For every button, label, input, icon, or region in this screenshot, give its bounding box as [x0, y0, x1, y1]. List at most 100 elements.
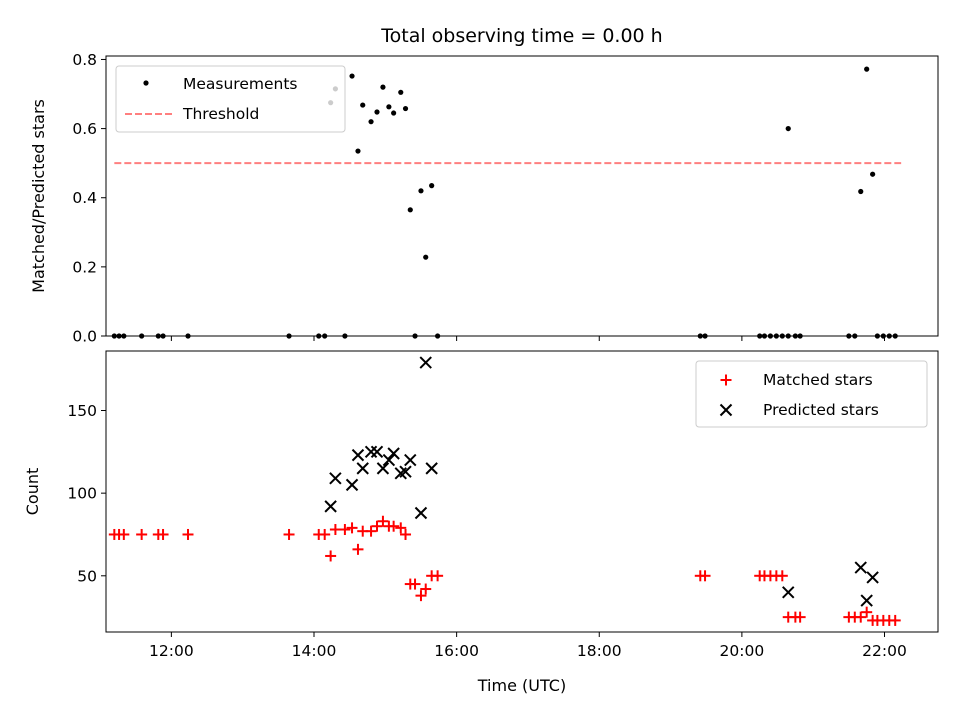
- legend-label-predicted-stars: Predicted stars: [763, 401, 879, 419]
- predicted-point-3-b: [351, 448, 365, 462]
- bottom-legend: Matched stars Predicted stars: [695, 360, 928, 428]
- legend-marker-predicted-stars: [719, 403, 733, 417]
- bottom-panel: 12:00 14:00 16:00 18:00 20:00 22:00 50 100 150 C…: [23, 350, 939, 695]
- predicted-point-6-b: [370, 445, 384, 459]
- matched-point-6: [182, 528, 194, 540]
- x-tick-label-1800: 18:00: [577, 642, 622, 660]
- top-legend: Measurements Threshold: [115, 65, 346, 133]
- matched-point-38: [794, 611, 806, 623]
- matched-point-9: [319, 528, 331, 540]
- matched-point-35: [776, 570, 788, 582]
- x-tick-label-1200: 12:00: [149, 642, 194, 660]
- x-tick-label-1600: 16:00: [434, 642, 479, 660]
- predicted-point-6: [370, 445, 384, 459]
- x-tick-label-2200: 22:00: [862, 642, 907, 660]
- predicted-point-19: [866, 571, 879, 584]
- legend-x: [719, 403, 733, 417]
- top-y-tick-label-3: 0.6: [72, 120, 97, 138]
- measurement-point-23: [407, 207, 413, 213]
- top-y-tick-label-1: 0.2: [72, 258, 97, 276]
- bottom-plot-marks: [108, 356, 901, 626]
- predicted-point-15: [425, 462, 438, 475]
- measurement-point-27: [429, 183, 435, 189]
- matched-point-18: [377, 515, 389, 527]
- predicted-point-0: [324, 500, 337, 513]
- matched-point-12: [339, 524, 351, 536]
- x-tick-label-1400: 14:00: [292, 642, 337, 660]
- bottom-axes: 12:00 14:00 16:00 18:00 20:00 22:00 50 100 150: [67, 350, 939, 660]
- measurement-point-18: [380, 84, 386, 90]
- measurement-point-25: [418, 188, 424, 194]
- predicted-point-14: [419, 356, 432, 369]
- predicted-point-12-b: [404, 453, 417, 467]
- matched-point-14: [352, 543, 364, 555]
- predicted-point-1-b: [329, 472, 342, 485]
- top-y-axis-label: Matched/Predicted stars: [29, 99, 48, 293]
- matched-point-26: [420, 583, 432, 595]
- matched-point-41: [855, 611, 867, 623]
- predicted-point-13: [414, 506, 428, 520]
- matched-point-16: [365, 525, 377, 537]
- measurement-point-22: [402, 105, 409, 112]
- predicted-point-8-b: [382, 453, 396, 467]
- bottom-frame: [105, 350, 939, 633]
- bottom-y-tick-label-1: 100: [67, 485, 97, 503]
- matched-point-2: [118, 528, 130, 540]
- measurement-point-20: [391, 110, 397, 116]
- predicted-point-7: [376, 462, 390, 475]
- chart-title: Total observing time = 0.00 h: [380, 25, 662, 47]
- matched-point-42: [861, 606, 873, 618]
- matched-point-5: [157, 528, 169, 540]
- matched-point-25: [415, 590, 427, 602]
- matched-point-11: [329, 524, 341, 536]
- measurement-point-16: [368, 119, 374, 125]
- matched-point-28: [432, 570, 444, 582]
- matched-point-17: [371, 520, 383, 532]
- measurement-point-19: [386, 104, 392, 110]
- measurement-point-26: [423, 254, 429, 260]
- predicted-point-8: [382, 453, 396, 467]
- legend-marker-measurements: [143, 80, 149, 86]
- measurement-point-43: [864, 66, 870, 72]
- measurement-point-44: [870, 171, 876, 177]
- predicted-point-17: [854, 561, 867, 574]
- predicted-point-16: [782, 586, 795, 599]
- predicted-point-16-b: [782, 586, 795, 599]
- matched-point-3: [136, 528, 148, 540]
- predicted-point-4-b: [356, 462, 369, 475]
- legend-x-b: [719, 403, 733, 417]
- measurement-point-15: [360, 102, 366, 108]
- matched-point-13: [346, 522, 358, 534]
- legend-label-threshold: Threshold: [182, 105, 259, 123]
- matched-point-10: [325, 550, 337, 562]
- matched-point-47: [889, 614, 901, 626]
- predicted-point-19-b: [866, 571, 879, 584]
- matched-point-24: [409, 578, 421, 590]
- top-y-tick-label-0: 0.0: [72, 328, 97, 346]
- predicted-point-2-b: [345, 478, 359, 492]
- predicted-point-13-b: [414, 506, 428, 520]
- matched-point-22: [400, 528, 412, 540]
- predicted-point-0-b: [324, 500, 337, 513]
- top-y-tick-label-2: 0.4: [72, 189, 97, 207]
- top-legend-box: [115, 65, 346, 133]
- top-y-tick-label-4: 0.8: [72, 51, 97, 69]
- matched-point-30: [699, 570, 711, 582]
- top-axes: 0.0 0.2 0.4 0.6 0.8: [72, 51, 939, 346]
- x-axis-label: Time (UTC): [477, 676, 566, 695]
- predicted-point-3: [351, 448, 365, 462]
- measurement-point-14: [355, 148, 361, 154]
- bottom-y-tick-label-0: 50: [77, 567, 97, 585]
- predicted-point-17-b: [854, 561, 867, 574]
- bottom-legend-box: [695, 360, 928, 428]
- x-tick-label-2000: 20:00: [720, 642, 765, 660]
- predicted-point-1: [329, 472, 342, 485]
- predicted-point-18: [860, 594, 873, 607]
- matched-point-20: [388, 520, 400, 532]
- matched-point-7: [283, 528, 295, 540]
- predicted-point-4: [356, 462, 369, 475]
- bottom-y-tick-label-2: 150: [67, 402, 97, 420]
- matched-point-21: [395, 522, 407, 534]
- legend-marker-matched-stars: [720, 374, 732, 386]
